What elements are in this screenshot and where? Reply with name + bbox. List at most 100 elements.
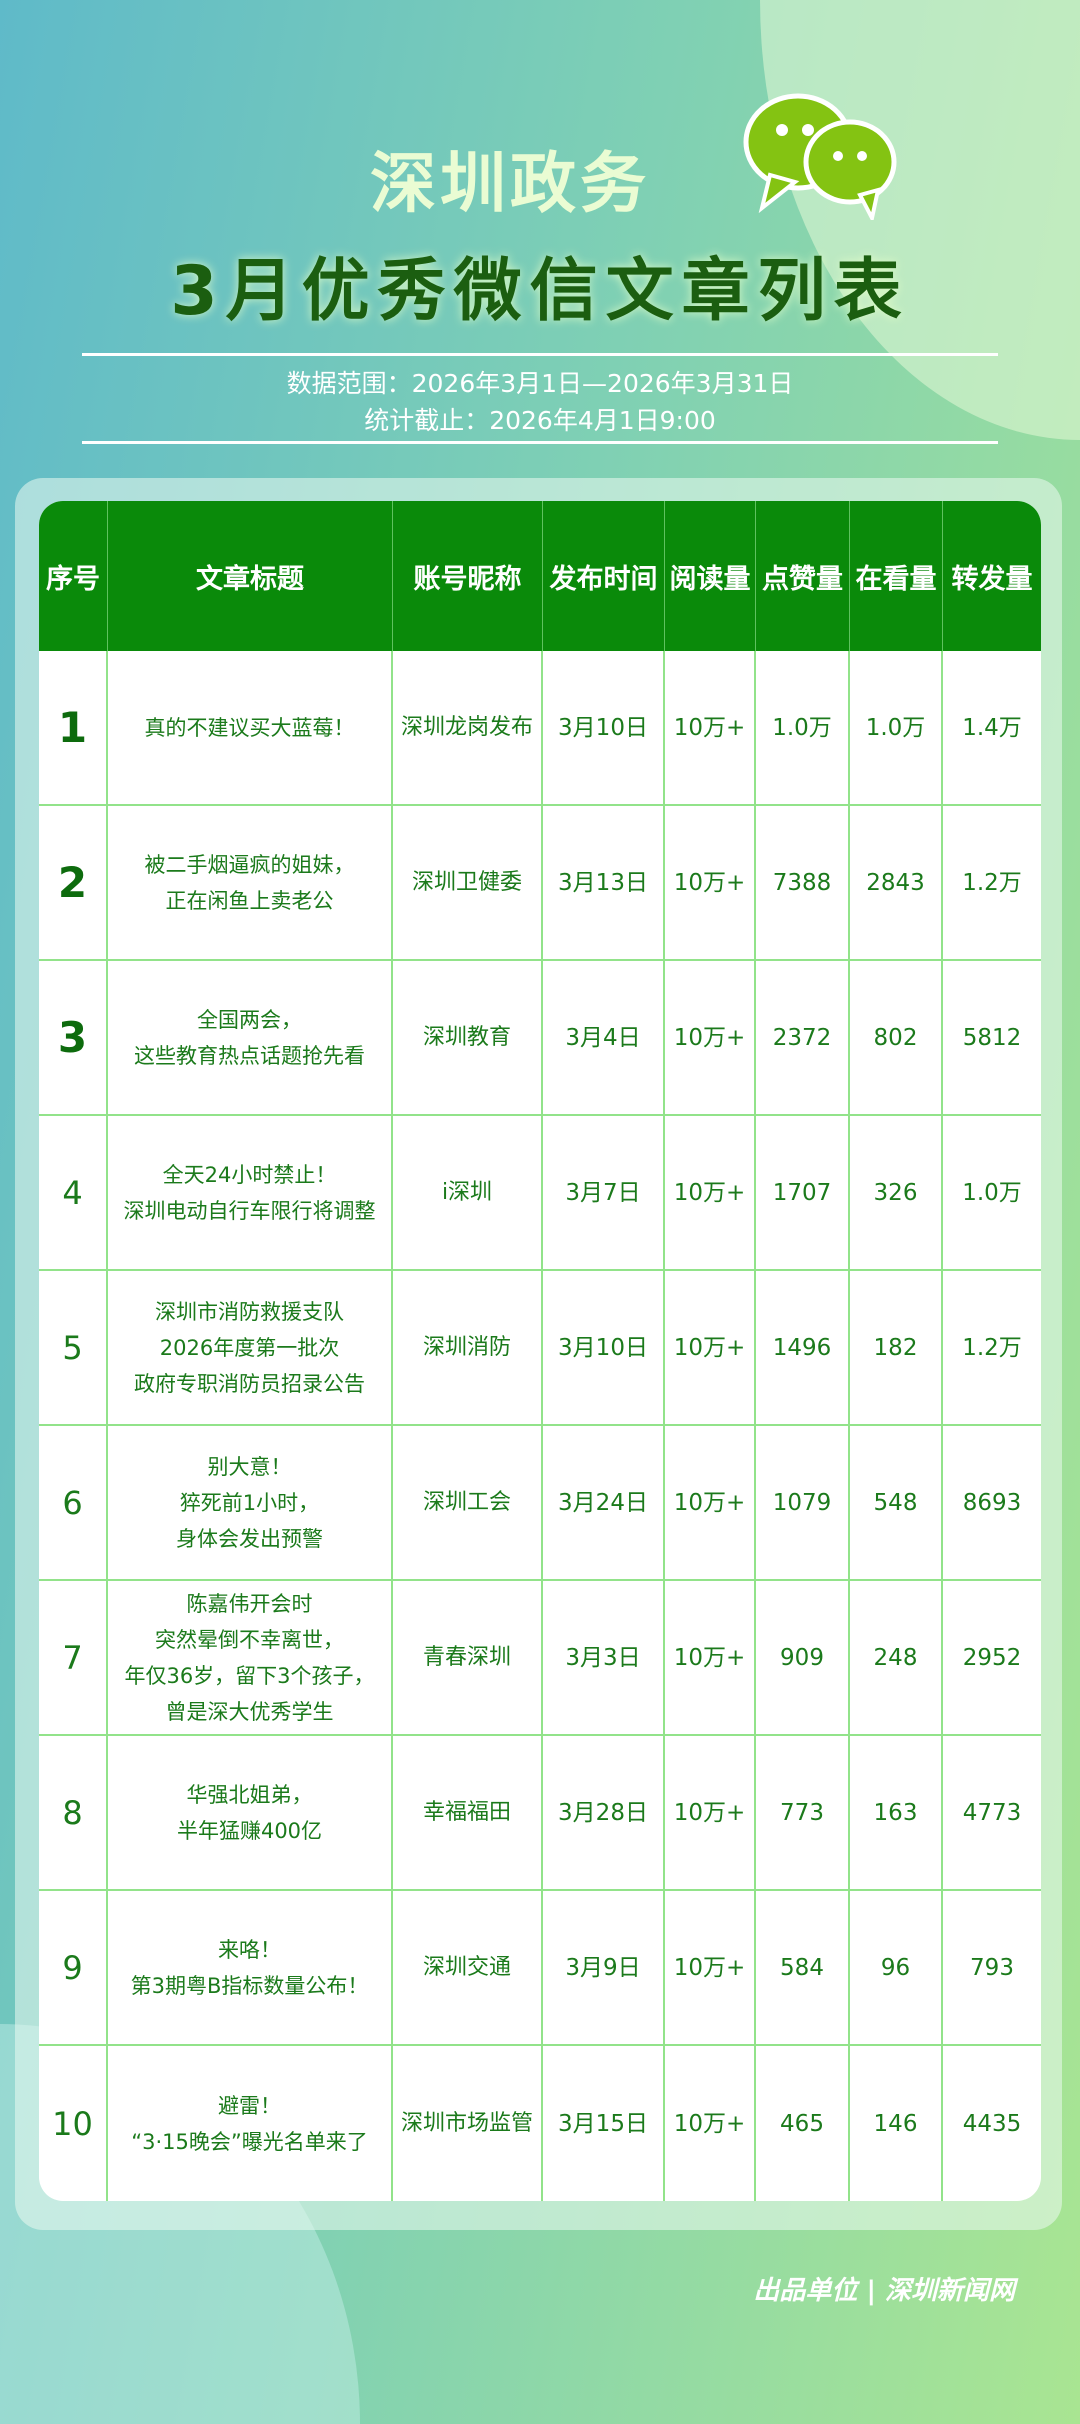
share-count: 1.2万 — [943, 806, 1041, 961]
divider — [82, 441, 998, 444]
read-count: 10万+ — [665, 806, 756, 961]
table-row: 10 避雷！ “3·15晚会”曝光名单来了 深圳市场监管 3月15日 10万+ 465 14… — [39, 2046, 1041, 2201]
brand-title: 深圳政务 — [370, 145, 650, 222]
table-row: 4 全天24小时禁止！ 深圳电动自行车限行将调整 i深圳 3月7日 10万+ 1707 32… — [39, 1116, 1041, 1271]
like-count: 1.0万 — [756, 651, 850, 806]
account-name: 深圳工会 — [393, 1426, 543, 1581]
account-name: i深圳 — [393, 1116, 543, 1271]
read-count: 10万+ — [665, 2046, 756, 2201]
table-row: 9 来咯！ 第3期粤B指标数量公布！ 深圳交通 3月9日 10万+ 584 96 793 — [39, 1891, 1041, 2046]
read-count: 10万+ — [665, 1271, 756, 1426]
read-count: 10万+ — [665, 651, 756, 806]
column-header: 账号昵称 — [393, 501, 543, 651]
account-name: 深圳卫健委 — [393, 806, 543, 961]
share-count: 4435 — [962, 2110, 1022, 2137]
article-title: 陈嘉伟开会时 突然晕倒不幸离世， 年仅36岁，留下3个孩子， 曾是深大优秀学生 — [108, 1581, 393, 1736]
article-title: 华强北姐弟， 半年猛赚400亿 — [108, 1736, 393, 1891]
rank: 8 — [39, 1736, 108, 1891]
publish-date: 3月28日 — [543, 1736, 665, 1891]
article-title: 真的不建议买大蓝莓！ — [108, 651, 393, 806]
share-count: 1.0万 — [943, 1116, 1041, 1271]
share-count: 2952 — [943, 1581, 1041, 1736]
read-count: 10万+ — [665, 1891, 756, 2046]
article-title: 别大意！ 猝死前1小时， 身体会发出预警 — [108, 1426, 393, 1581]
publish-date: 3月7日 — [543, 1116, 665, 1271]
read-count: 10万+ — [665, 1116, 756, 1271]
like-count: 584 — [756, 1891, 850, 2046]
publish-date: 3月24日 — [543, 1426, 665, 1581]
like-count: 465 — [756, 2046, 850, 2201]
share-count: 8693 — [943, 1426, 1041, 1581]
page-title: 3月优秀微信文章列表 — [170, 252, 910, 331]
share-count: 793 — [943, 1891, 1041, 2046]
account-name: 深圳市场监管 — [393, 2046, 543, 2201]
publish-date: 3月10日 — [543, 651, 665, 806]
share-count: 1.4万 — [943, 651, 1041, 806]
watching-count: 96 — [850, 1891, 943, 2046]
article-title: 深圳市消防救援支队 2026年度第一批次 政府专职消防员招录公告 — [108, 1271, 393, 1426]
like-count: 1707 — [756, 1116, 850, 1271]
publish-date: 3月3日 — [543, 1581, 665, 1736]
article-title: 全国两会， 这些教育热点话题抢先看 — [108, 961, 393, 1116]
account-name: 幸福福田 — [393, 1736, 543, 1891]
account-name: 深圳龙岗发布 — [393, 651, 543, 806]
column-header: 阅读量 — [665, 501, 756, 651]
article-title: 来咯！ 第3期粤B指标数量公布！ — [108, 1891, 393, 2046]
article-title: 避雷！ “3·15晚会”曝光名单来了 — [108, 2046, 393, 2201]
column-header: 点赞量 — [756, 501, 850, 651]
watching-count: 248 — [850, 1581, 943, 1736]
column-header: 在看量 — [850, 501, 943, 651]
publish-date: 3月4日 — [543, 961, 665, 1116]
publish-date: 3月10日 — [543, 1271, 665, 1426]
watching-count: 548 — [850, 1426, 943, 1581]
divider — [82, 353, 998, 356]
read-count: 10万+ — [665, 1736, 756, 1891]
account-name: 深圳教育 — [393, 961, 543, 1116]
column-header: 文章标题 — [108, 501, 393, 651]
rank: 4 — [39, 1116, 108, 1271]
watching-count: 163 — [850, 1736, 943, 1891]
account-name: 青春深圳 — [393, 1581, 543, 1736]
article-title: 被二手烟逼疯的姐妹， 正在闲鱼上卖老公 — [108, 806, 393, 961]
column-header: 发布时间 — [543, 501, 665, 651]
rank: 3 — [39, 961, 108, 1116]
like-count: 2372 — [756, 961, 850, 1116]
wechat-icon — [743, 93, 897, 220]
rank: 1 — [39, 651, 108, 806]
publish-date: 3月13日 — [543, 806, 665, 961]
rank: 5 — [39, 1271, 108, 1426]
publish-date: 3月9日 — [543, 1891, 665, 2046]
table-row: 8 华强北姐弟， 半年猛赚400亿 幸福福田 3月28日 10万+ 773 163 4773 — [39, 1736, 1041, 1891]
footer-credit: 出品单位 | 深圳新闻网 — [753, 2276, 1015, 2306]
column-header: 序号 — [39, 501, 108, 651]
rank: 6 — [39, 1426, 108, 1581]
article-table: 序号 文章标题 账号昵称 发布时间 阅读量 点赞量 在看量 转发量 1 真的不建议买大蓝莓！ 深圳… — [39, 501, 1041, 2201]
watching-count: 182 — [850, 1271, 943, 1426]
share-count: 1.2万 — [943, 1271, 1041, 1426]
data-range: 数据范围：2026年3月1日—2026年3月31日 — [286, 369, 794, 398]
watching-count: 2843 — [850, 806, 943, 961]
publish-date: 3月15日 — [543, 2046, 665, 2201]
read-count: 10万+ — [665, 1426, 756, 1581]
watching-count: 802 — [850, 961, 943, 1116]
read-count: 10万+ — [665, 1581, 756, 1736]
share-count: 5812 — [943, 961, 1041, 1116]
account-name: 深圳消防 — [393, 1271, 543, 1426]
rank: 7 — [39, 1581, 108, 1736]
rank: 9 — [39, 1891, 108, 2046]
like-count: 7388 — [756, 806, 850, 961]
table-row: 7 陈嘉伟开会时 突然晕倒不幸离世， 年仅36岁，留下3个孩子， 曾是深大优秀学生… — [39, 1581, 1041, 1736]
article-title: 全天24小时禁止！ 深圳电动自行车限行将调整 — [108, 1116, 393, 1271]
account-name: 深圳交通 — [393, 1891, 543, 2046]
column-header: 转发量 — [943, 501, 1041, 651]
table-row: 1 真的不建议买大蓝莓！ 深圳龙岗发布 3月10日 10万+ 1.0万 1.0万 1.4万 — [39, 651, 1041, 806]
share-count: 4773 — [943, 1736, 1041, 1891]
table-header-row: 序号 文章标题 账号昵称 发布时间 阅读量 点赞量 在看量 转发量 — [39, 501, 1041, 651]
like-count: 1496 — [756, 1271, 850, 1426]
table-row: 5 深圳市消防救援支队 2026年度第一批次 政府专职消防员招录公告 深圳消防 3月1… — [39, 1271, 1041, 1426]
read-count: 10万+ — [665, 961, 756, 1116]
cutoff-time: 统计截止：2026年4月1日9:00 — [364, 406, 716, 435]
like-count: 909 — [756, 1581, 850, 1736]
like-count: 773 — [756, 1736, 850, 1891]
like-count: 1079 — [756, 1426, 850, 1581]
